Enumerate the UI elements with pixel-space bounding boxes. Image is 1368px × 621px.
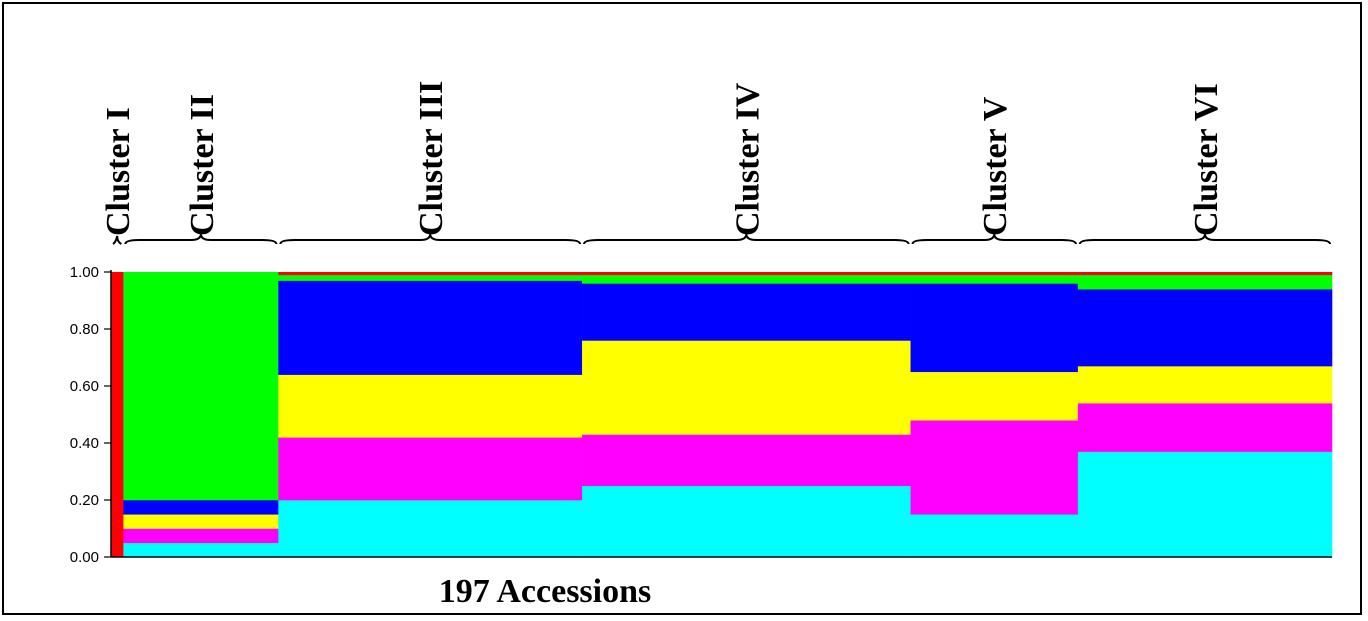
cluster-label: Cluster I — [100, 107, 137, 236]
bar-segment-green — [278, 274, 583, 281]
y-tick-label: 0.60 — [70, 378, 99, 395]
bar-segment-cyan — [1077, 451, 1333, 558]
cluster-labels-group: Cluster I Cluster II Cluster III Cluster IV… — [100, 81, 1225, 236]
cluster-brace — [279, 233, 582, 245]
bar-segment-yellow — [582, 340, 911, 435]
cluster-label: Cluster IV — [729, 82, 766, 236]
bar-segment-red — [582, 272, 911, 276]
bar-segment-magenta — [910, 420, 1079, 515]
bar-segment-blue — [582, 283, 911, 341]
cluster-label: Cluster VI — [1188, 83, 1225, 236]
bar-segment-cyan — [278, 500, 583, 558]
y-tick-label: 0.40 — [70, 435, 99, 452]
bar-segment-cyan — [123, 542, 279, 558]
bar-segment-green — [582, 274, 911, 284]
bar-segment-magenta — [278, 437, 583, 501]
bar-segment-red — [910, 272, 1079, 276]
bar-segment-cyan — [910, 514, 1079, 558]
bar-segment-cyan — [582, 485, 911, 558]
bar-segment-green — [910, 274, 1079, 284]
bar-segment-blue — [1077, 289, 1333, 367]
bar-segment-red — [111, 272, 124, 558]
y-tick-label: 0.80 — [70, 321, 99, 338]
bar-segment-yellow — [123, 514, 279, 529]
bar-segment-blue — [278, 280, 583, 375]
axes-group: 0.00 0.20 0.40 0.60 0.80 1.00 — [70, 264, 1332, 566]
cluster-label: Cluster III — [413, 81, 450, 236]
cluster-label: Cluster II — [184, 94, 221, 236]
cluster-brace — [1078, 233, 1331, 245]
cluster-braces-group — [112, 233, 1331, 245]
bar-segment-green — [123, 272, 279, 501]
y-tick-label: 0.20 — [70, 492, 99, 509]
bars-group — [111, 272, 1333, 558]
cluster-brace — [112, 235, 122, 245]
bar-segment-blue — [910, 283, 1079, 373]
bar-segment-blue — [123, 500, 279, 515]
bar-segment-magenta — [1077, 403, 1333, 452]
cluster-brace — [583, 233, 910, 245]
y-tick-label: 1.00 — [70, 264, 99, 281]
bar-segment-magenta — [582, 434, 911, 487]
cluster-label: Cluster V — [977, 96, 1014, 236]
cluster-brace — [911, 233, 1077, 245]
bar-segment-magenta — [123, 528, 279, 544]
bar-segment-red — [278, 272, 583, 276]
bar-segment-red — [1077, 272, 1333, 276]
y-tick-label: 0.00 — [70, 549, 99, 566]
cluster-brace — [124, 233, 278, 245]
x-axis-label: 197 Accessions — [439, 573, 652, 610]
bar-segment-yellow — [1077, 366, 1333, 404]
bar-segment-yellow — [278, 374, 583, 438]
bar-segment-yellow — [910, 371, 1079, 421]
bar-segment-green — [1077, 274, 1333, 290]
